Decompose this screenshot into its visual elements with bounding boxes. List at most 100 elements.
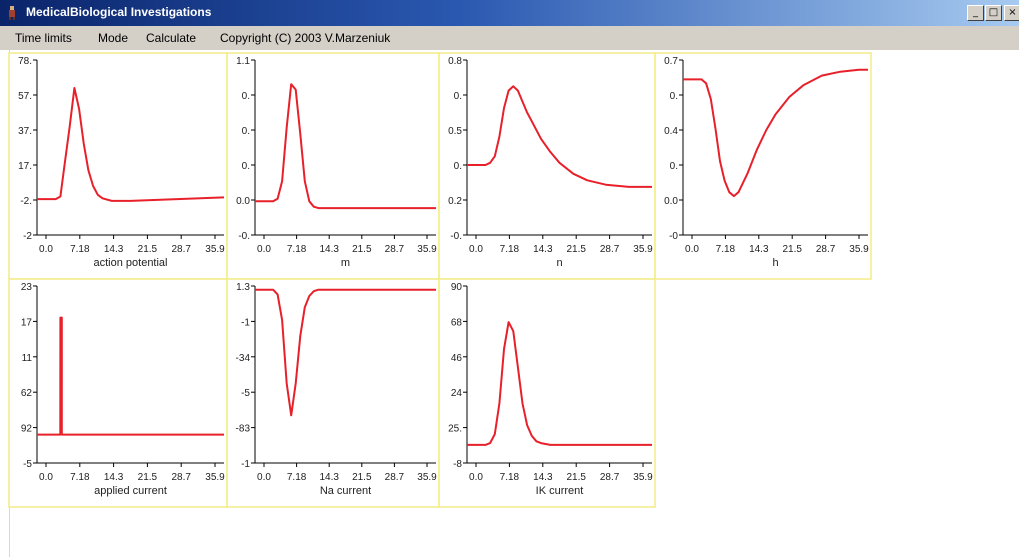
x-tick-label: 21.5 [352,472,372,483]
y-tick-label: 68 [451,317,463,328]
y-tick-label: 17 [21,317,33,328]
y-tick-label: 0. [242,161,250,172]
chart-panel-2: 1.1 0. 0. 0. 0.0 -0. 0.0 7.18 14.3 21.5 28.7 35.9 m [226,52,440,280]
series-line [37,87,225,202]
x-tick-label: 0.0 [469,244,483,255]
x-tick-label: 14.3 [104,244,124,255]
y-tick-label: -5 [241,388,250,399]
y-tick-label: 0.2 [448,196,462,207]
x-tick-label: 28.7 [171,472,191,483]
x-tick-label: 28.7 [816,244,836,255]
y-tick-label: 0. [670,91,678,102]
series-line [37,316,224,436]
x-tick-label: 35.9 [633,472,653,483]
x-tick-label: 21.5 [138,472,158,483]
y-tick-label: 0.5 [448,126,462,137]
y-tick-label: 23 [21,282,33,293]
y-tick-label: -0 [669,231,678,242]
x-tick-label: 21.5 [566,472,586,483]
x-tick-label: 7.18 [287,244,307,255]
y-tick-label: -1 [241,317,250,328]
x-tick-label: 7.18 [70,472,90,483]
chart-panel-7: 90 68 46 24 25. -8 0.0 7.18 14.3 21.5 28.7 35.9 IK c… [438,278,656,508]
x-tick-label: 21.5 [566,244,586,255]
series-line [255,83,436,210]
y-tick-label: 24 [451,388,463,399]
y-tick-label: -2. [20,196,32,207]
y-tick-label: 0.7 [664,56,678,67]
y-tick-label: 0. [454,91,462,102]
chart-panel-4: 0.7 0. 0.4 0. 0.0 -0 0.0 7.18 14.3 21.5 28.7 35.9 h [654,52,872,280]
y-tick-label: 0. [454,161,462,172]
chart-panel-6: 1.3 -1 -34 -5 -83 -1 0.0 7.18 14.3 21.5 28.7 35.9 Na… [226,278,440,508]
y-tick-label: 0.8 [448,56,462,67]
y-tick-label: 0. [242,126,250,137]
x-tick-label: 0.0 [257,472,271,483]
x-axis-label: n [556,257,562,269]
y-tick-label: 0.4 [664,126,678,137]
menu-time-limits[interactable]: Time limits [15,31,72,45]
y-tick-label: 90 [451,282,463,293]
x-tick-label: 35.9 [417,244,437,255]
series-line [467,321,652,446]
y-tick-label: 25. [448,424,462,435]
panel-frame [8,52,228,280]
y-tick-label: -0. [238,231,250,242]
series-line [255,288,436,417]
y-tick-label: 37. [18,126,32,137]
chart-panel-5: 23 17 11 62 92 -5 0.0 7.18 14.3 21.5 28.7 35.9 appli… [8,278,228,508]
x-tick-label: 35.9 [417,472,437,483]
menu-bar: Time limits Mode Calculate Copyright (C)… [0,26,1019,50]
minimize-button[interactable]: _ [967,5,984,21]
x-axis-label: action potential [94,257,168,269]
x-axis-label: h [772,257,778,269]
close-button[interactable]: × [1004,5,1019,21]
panel-frame [438,278,656,508]
y-tick-label: -8 [453,459,462,470]
y-tick-label: -83 [236,424,251,435]
x-tick-label: 21.5 [782,244,802,255]
x-tick-label: 35.9 [849,244,869,255]
y-tick-label: -1 [241,459,250,470]
x-tick-label: 7.18 [500,472,520,483]
x-axis-label: IK current [536,485,584,497]
x-tick-label: 14.3 [749,244,769,255]
y-tick-label: -0. [450,231,462,242]
maximize-button[interactable]: □ [985,5,1002,21]
y-tick-label: 92 [21,424,33,435]
window-title: MedicalBiological Investigations [26,5,212,19]
y-tick-label: 1.3 [236,282,250,293]
x-tick-label: 14.3 [533,472,553,483]
x-tick-label: 28.7 [171,244,191,255]
chart-panel-3: 0.8 0. 0.5 0. 0.2 -0. 0.0 7.18 14.3 21.5 28.7 35.9 n [438,52,656,280]
x-tick-label: 21.5 [138,244,158,255]
x-tick-label: 0.0 [685,244,699,255]
y-tick-label: 46 [451,353,463,364]
x-tick-label: 0.0 [257,244,271,255]
app-icon [9,6,15,20]
x-axis-label: applied current [94,485,167,497]
series-line [467,85,652,188]
x-tick-label: 0.0 [39,244,53,255]
panel-frame [226,52,440,280]
y-tick-label: 11 [22,353,33,364]
chart-panel-1: 78. 57. 37. 17. -2. -2 0.0 7.18 14.3 21.5 28.7 35.9… [8,52,228,280]
x-tick-label: 35.9 [205,244,225,255]
x-tick-label: 35.9 [205,472,225,483]
x-tick-label: 14.3 [104,472,124,483]
menu-copyright[interactable]: Copyright (C) 2003 V.Marzeniuk [220,31,391,45]
y-tick-label: 0.0 [236,196,250,207]
x-axis-label: Na current [320,485,371,497]
y-tick-label: 0.0 [664,196,678,207]
series-line [683,68,868,198]
x-tick-label: 7.18 [716,244,736,255]
title-bar: MedicalBiological Investigations _ □ × [0,0,1019,26]
menu-calculate[interactable]: Calculate [146,31,197,45]
y-tick-label: 0. [670,161,678,172]
x-tick-label: 7.18 [70,244,90,255]
y-tick-label: 1.1 [236,56,250,67]
panel-frame [654,52,872,280]
x-tick-label: 0.0 [39,472,53,483]
menu-mode[interactable]: Mode [98,31,129,45]
